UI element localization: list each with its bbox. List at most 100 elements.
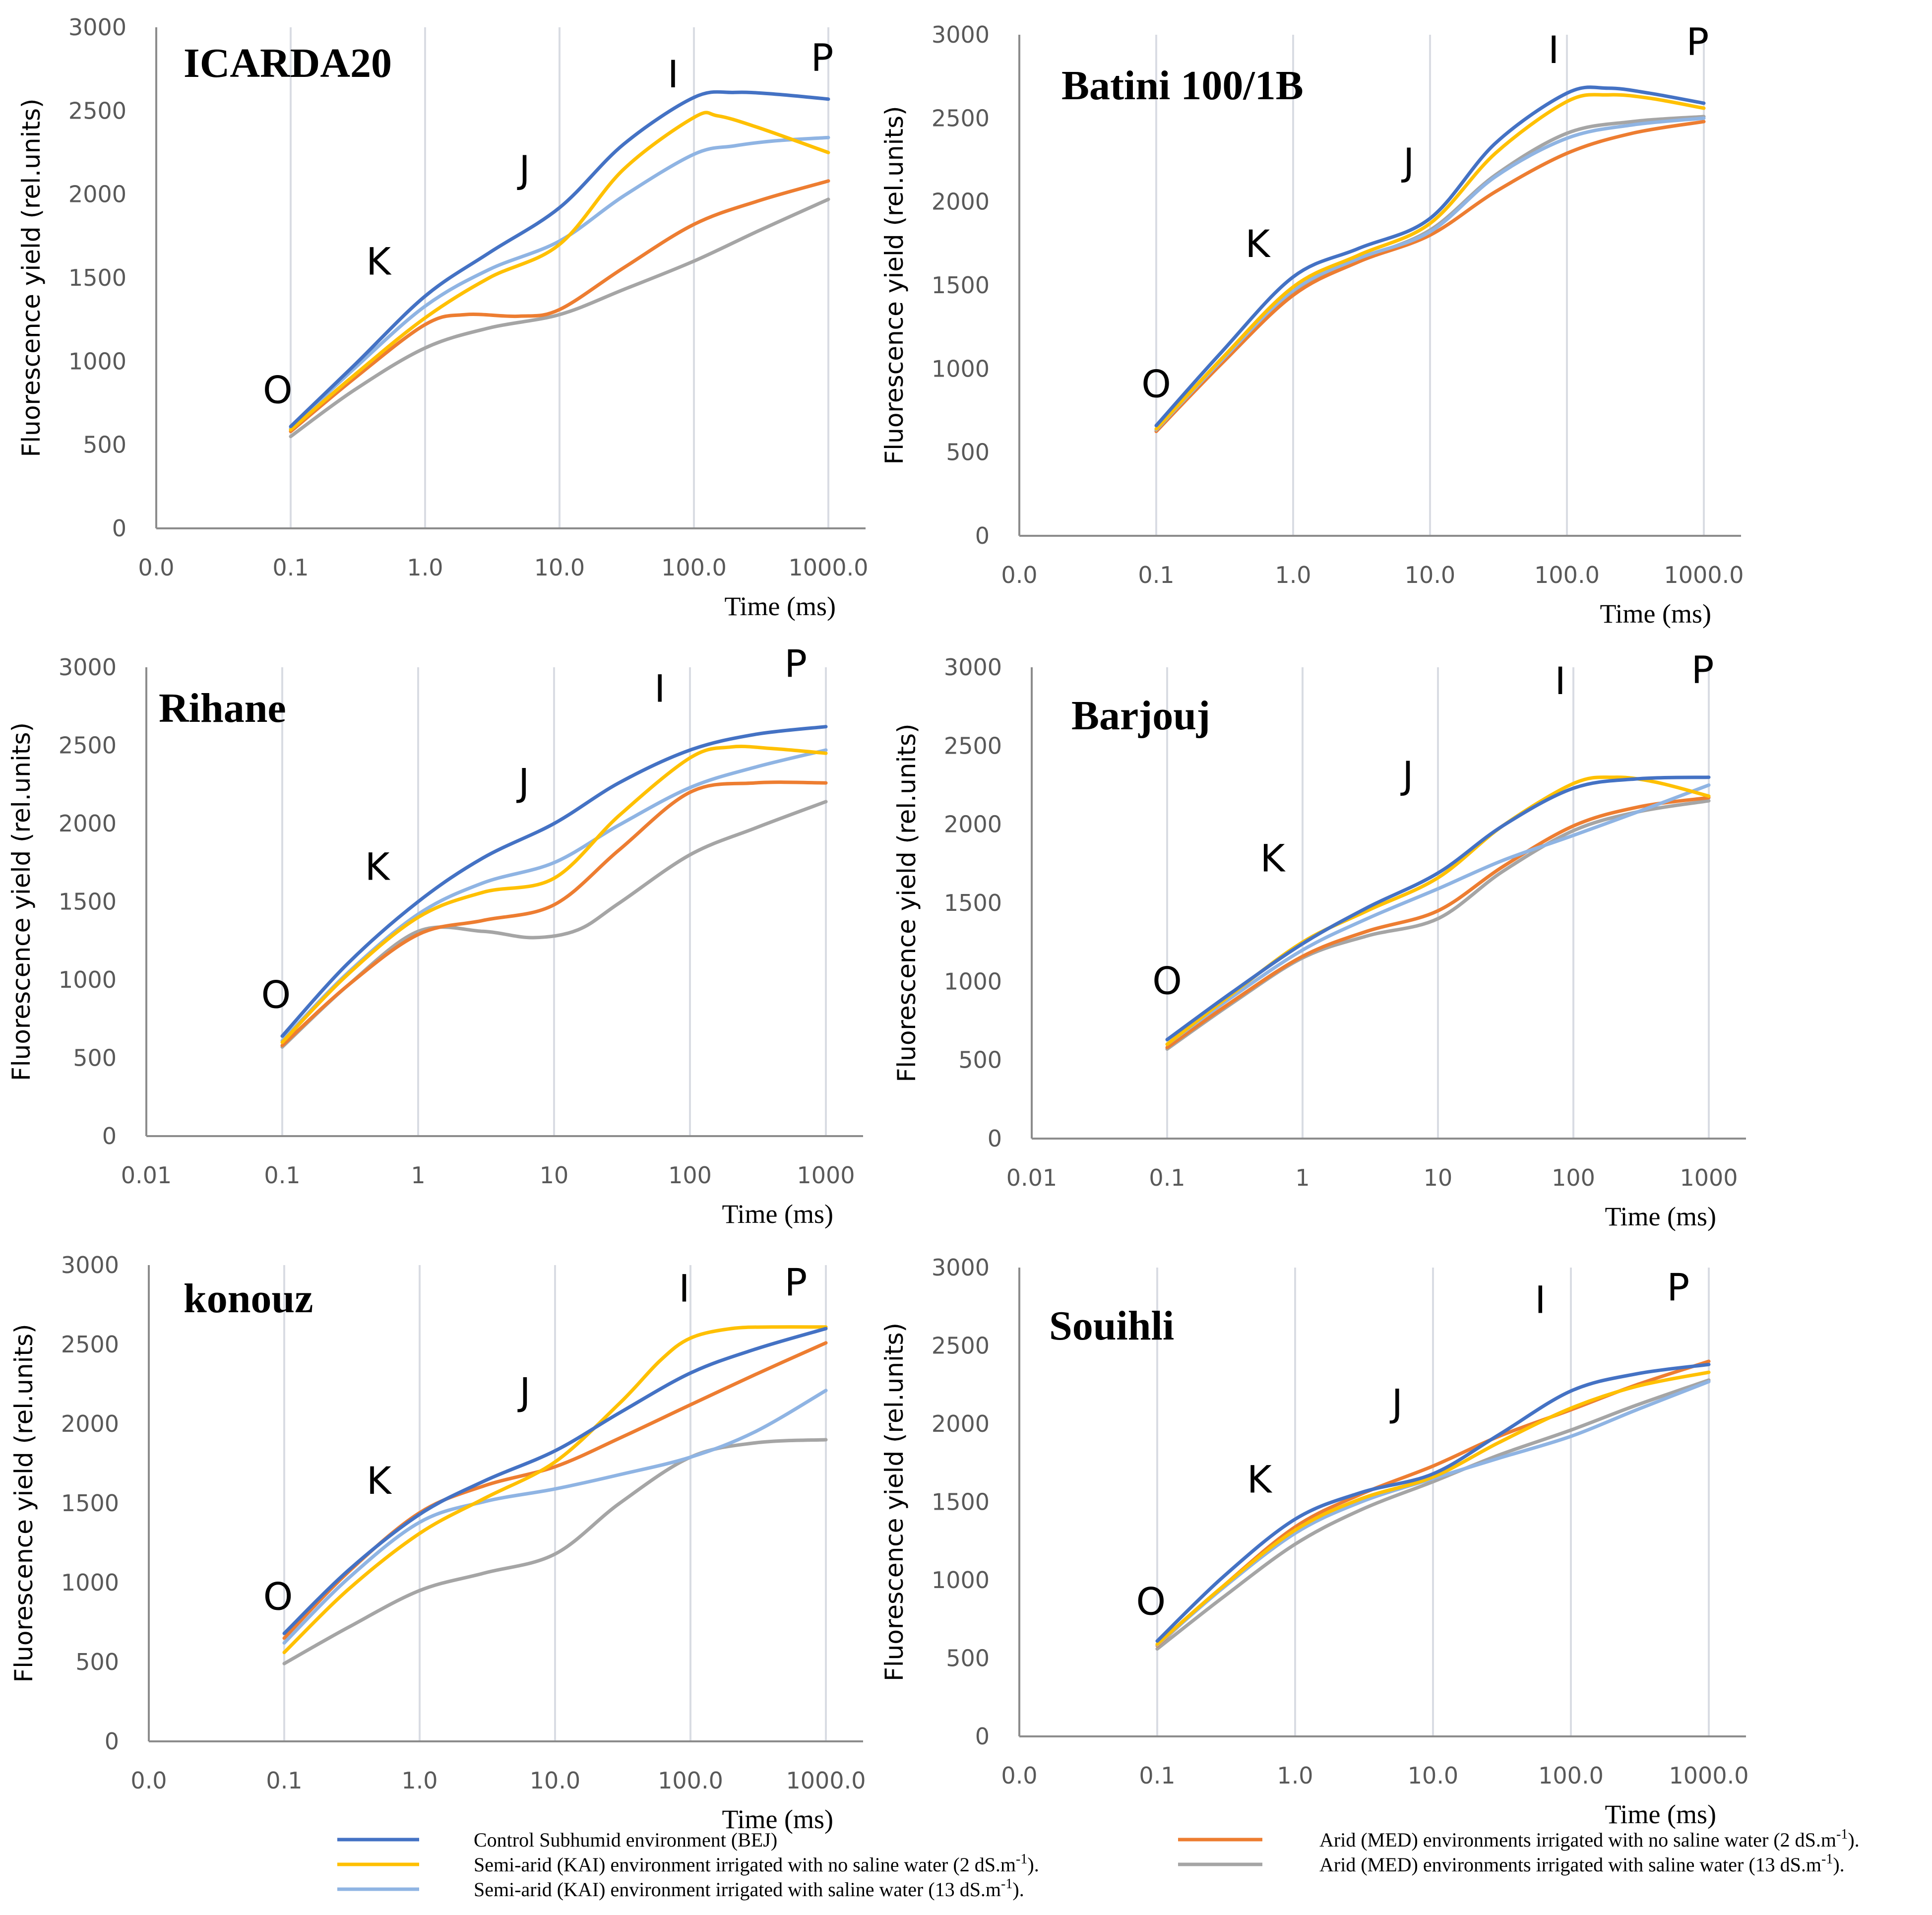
annotation-i: I xyxy=(1548,28,1559,72)
x-tick-label: 1000.0 xyxy=(1669,1762,1749,1789)
y-tick-label: 3000 xyxy=(932,1254,990,1281)
x-tick-label: 10.0 xyxy=(530,1767,580,1794)
x-tick-label: 0.1 xyxy=(1149,1164,1185,1191)
annotation-i: I xyxy=(1555,659,1565,703)
x-tick-label: 0.0 xyxy=(130,1767,167,1794)
y-axis-title: Fluorescence yield (rel.units) xyxy=(17,99,46,457)
series-line-1 xyxy=(280,725,828,1038)
y-tick-label: 2000 xyxy=(68,181,126,208)
y-axis-title: Fluorescence yield (rel.units) xyxy=(880,1323,909,1681)
annotation-p: P xyxy=(784,641,807,686)
legend-label: Semi-arid (KAI) environment irrigated wi… xyxy=(474,1851,1039,1876)
x-tick-label: 0.0 xyxy=(138,554,174,581)
y-tick-label: 0 xyxy=(975,522,990,549)
y-tick-label: 500 xyxy=(83,432,126,458)
y-tick-label: 2000 xyxy=(59,810,117,837)
x-tick-label: 1 xyxy=(411,1162,425,1189)
annotation-k: K xyxy=(365,844,391,889)
x-axis-title: Time (ms) xyxy=(1605,1202,1716,1231)
y-tick-label: 1500 xyxy=(68,264,126,291)
x-tick-label: 0.1 xyxy=(266,1767,302,1794)
x-tick-label: 0.0 xyxy=(1001,562,1037,588)
chart-title: Barjouj xyxy=(1071,693,1210,739)
y-tick-label: 1500 xyxy=(61,1490,119,1517)
annotation-i: I xyxy=(654,666,665,710)
y-tick-label: 2000 xyxy=(61,1410,119,1437)
y-tick-label: 2000 xyxy=(932,189,990,215)
y-tick-label: 0 xyxy=(105,1728,119,1755)
y-tick-label: 0 xyxy=(975,1723,990,1750)
annotation-o: O xyxy=(1152,959,1182,1003)
series-line-3 xyxy=(1165,783,1711,1046)
x-tick-label: 100 xyxy=(1552,1164,1595,1191)
series-line-5 xyxy=(282,1438,828,1665)
annotation-o: O xyxy=(1136,1579,1166,1623)
y-tick-label: 500 xyxy=(73,1045,117,1072)
x-tick-label: 10 xyxy=(540,1162,569,1189)
x-tick-label: 1000.0 xyxy=(789,554,869,581)
x-tick-label: 1.0 xyxy=(401,1767,437,1794)
x-tick-label: 0.01 xyxy=(121,1162,172,1189)
y-tick-label: 1000 xyxy=(61,1569,119,1596)
y-tick-label: 1000 xyxy=(68,348,126,375)
x-tick-label: 1.0 xyxy=(407,554,443,581)
y-tick-label: 500 xyxy=(946,1645,990,1672)
x-tick-label: 0.1 xyxy=(264,1162,300,1189)
annotation-j: J xyxy=(517,147,530,192)
chart-panel-2: 0 500 1000 1500 2000 2500 3000 0.0 0.1 1.0 10.0 100… xyxy=(880,19,1744,629)
x-tick-label: 10 xyxy=(1424,1164,1453,1191)
y-tick-label: 2500 xyxy=(932,1333,990,1359)
annotation-j: J xyxy=(1400,753,1413,797)
annotation-k: K xyxy=(366,239,392,283)
y-tick-label: 2500 xyxy=(61,1331,119,1358)
x-tick-label: 10.0 xyxy=(534,554,585,581)
x-tick-label: 1 xyxy=(1295,1164,1309,1191)
series-line-2 xyxy=(289,111,830,432)
chart-title: Batini 100/1B xyxy=(1061,63,1304,109)
series-line-3 xyxy=(282,1389,828,1645)
x-axis-title: Time (ms) xyxy=(722,1199,833,1229)
chart-title: Rihane xyxy=(159,685,286,731)
x-tick-label: 10.0 xyxy=(1405,562,1455,588)
y-tick-label: 2500 xyxy=(944,732,1002,759)
x-tick-label: 100.0 xyxy=(1538,1762,1604,1789)
chart-panel-1: 0 500 1000 1500 2000 2500 3000 0.0 0.1 1.0 10.0 100… xyxy=(17,14,868,621)
chart-title: konouz xyxy=(184,1276,313,1322)
series-line-1 xyxy=(1165,775,1711,1041)
chart-panel-5: 0 500 1000 1500 2000 2500 3000 0.0 0.1 1.0 10.0 100… xyxy=(9,1252,866,1834)
x-tick-label: 0.0 xyxy=(1001,1762,1037,1789)
series-line-2 xyxy=(1155,1370,1711,1646)
series-line-5 xyxy=(289,197,830,439)
y-tick-label: 1000 xyxy=(59,966,117,993)
annotation-o: O xyxy=(263,368,293,412)
y-axis-title: Fluorescence yield (rel.units) xyxy=(7,722,36,1081)
annotation-o: O xyxy=(1141,362,1171,406)
annotation-k: K xyxy=(367,1459,392,1503)
y-tick-label: 500 xyxy=(958,1047,1002,1074)
y-tick-label: 0 xyxy=(112,515,126,542)
series-line-1 xyxy=(1155,1362,1711,1643)
x-tick-label: 1.0 xyxy=(1275,562,1311,588)
series-line-1 xyxy=(289,90,830,429)
annotation-o: O xyxy=(263,1574,293,1618)
x-tick-label: 100 xyxy=(668,1162,712,1189)
annotation-j: J xyxy=(517,1370,530,1414)
series-line-4 xyxy=(280,780,828,1047)
legend: Control Subhumid environment (BEJ)Semi-a… xyxy=(337,1827,1860,1901)
chart-panel-6: 0 500 1000 1500 2000 2500 3000 0.0 0.1 1.0 10.0 100… xyxy=(880,1254,1748,1829)
y-tick-label: 2000 xyxy=(932,1410,990,1437)
annotation-o: O xyxy=(261,973,291,1017)
x-tick-label: 100.0 xyxy=(661,554,727,581)
annotation-k: K xyxy=(1247,1458,1273,1502)
annotation-j: J xyxy=(1390,1381,1403,1425)
y-axis-title: Fluorescence yield (rel.units) xyxy=(9,1324,38,1683)
annotation-k: K xyxy=(1245,222,1271,266)
series-line-5 xyxy=(1155,1378,1711,1651)
y-tick-label: 500 xyxy=(75,1649,119,1675)
annotation-p: P xyxy=(1667,1265,1689,1309)
legend-label: Arid (MED) environments irrigated with n… xyxy=(1319,1827,1860,1851)
x-tick-label: 0.01 xyxy=(1006,1164,1057,1191)
y-tick-label: 3000 xyxy=(68,14,126,41)
y-axis-title: Fluorescence yield (rel.units) xyxy=(892,724,921,1083)
